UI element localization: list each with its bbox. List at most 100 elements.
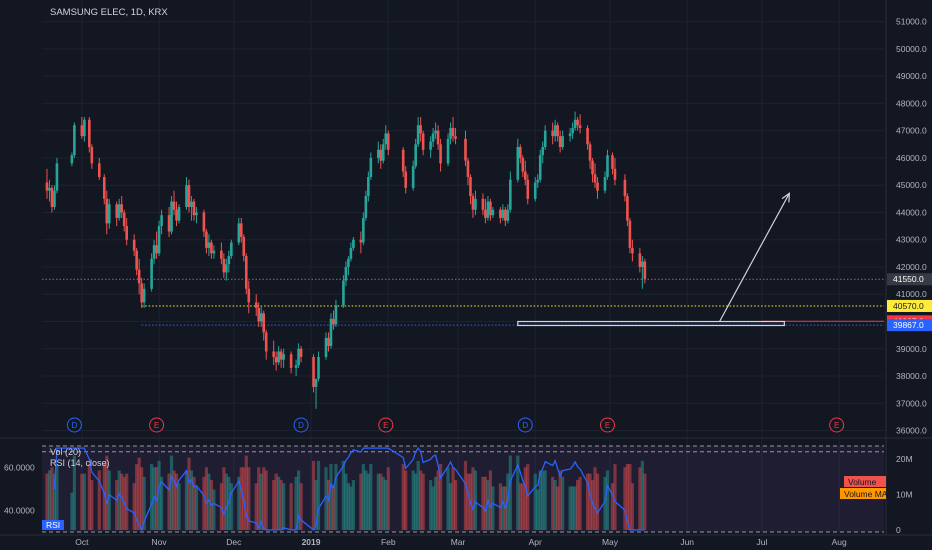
candle-body (55, 163, 59, 191)
candle-body (359, 239, 363, 243)
candle (486, 196, 490, 221)
candle (53, 185, 56, 210)
volume-bar (404, 470, 408, 530)
volume-bar (70, 492, 74, 530)
rsi-badge: RSI (42, 520, 64, 530)
volume-bar (167, 473, 171, 530)
event-circle (829, 417, 845, 433)
volume-bar (466, 473, 470, 530)
volume-bar (262, 467, 266, 530)
volume-bar (538, 470, 542, 530)
candle (257, 302, 261, 327)
volume-bar (401, 464, 405, 530)
candle-body (160, 215, 163, 227)
candle-body (102, 177, 106, 199)
time-tick-label: Mar (451, 537, 466, 547)
volume-bar (142, 476, 146, 530)
price-tick-label: 47000.0 (896, 126, 927, 136)
volume-bar (324, 467, 328, 530)
candle (264, 329, 268, 360)
volume-bar (329, 464, 333, 530)
time-tick-label: Feb (381, 537, 396, 547)
candle-body (489, 201, 492, 216)
candle-body (439, 144, 442, 164)
event-circle (517, 417, 533, 433)
volume-bar (453, 480, 458, 530)
candle (45, 168, 49, 199)
candle-body (556, 125, 559, 137)
volume-bar (349, 486, 353, 530)
candle (115, 201, 119, 227)
candle-body (132, 239, 136, 251)
volume-bar (274, 473, 278, 530)
volume-bar (416, 460, 420, 530)
volume-bar (541, 470, 545, 530)
volume-bar (421, 473, 425, 530)
candle (404, 166, 408, 194)
time-tick-label: 2019 (302, 537, 321, 547)
candle-body (384, 133, 388, 145)
candle (167, 207, 171, 237)
volume-bar (45, 473, 49, 530)
volume-bar (613, 464, 617, 530)
volume-bar (571, 486, 575, 530)
volume-bar (414, 473, 418, 530)
drawings (517, 192, 790, 327)
candle (244, 253, 248, 295)
volume-bar (331, 486, 336, 530)
volume-bar (386, 467, 390, 530)
candle (414, 138, 417, 169)
candle-body (538, 155, 542, 180)
candle-body (454, 136, 457, 139)
candle-body (429, 141, 432, 150)
event-letter: E (383, 421, 388, 430)
candle (518, 144, 522, 164)
price-tick-label: 37000.0 (896, 398, 927, 408)
volume-bar (229, 483, 233, 530)
candle (120, 196, 124, 218)
volume-bar (189, 470, 194, 530)
candle (466, 157, 470, 186)
candle (205, 228, 208, 254)
candle-body (122, 212, 126, 227)
rsi-line (53, 447, 645, 532)
candle-body (516, 147, 520, 180)
volume-bar (194, 486, 199, 530)
candle-body (50, 187, 54, 208)
volume-bar (585, 473, 590, 530)
volume-bar (72, 455, 76, 530)
candle-body (401, 149, 405, 172)
volume-bar (299, 483, 303, 530)
candle-body (638, 253, 642, 267)
candle (469, 174, 472, 205)
time-tick-label: Jun (680, 537, 694, 547)
target-arrow-line (719, 193, 790, 322)
candle-body (342, 280, 345, 306)
volume-bar (80, 473, 84, 530)
candle-body (190, 201, 193, 208)
rsi-tick-label: 40.0000 (4, 506, 35, 516)
candle-body (434, 130, 437, 134)
volume-bar (523, 467, 527, 530)
candle (588, 141, 592, 169)
volume-bar (483, 476, 488, 530)
candle (481, 193, 485, 216)
volume-bar (272, 480, 276, 530)
candle (556, 122, 559, 142)
rsi-band-area (42, 446, 884, 532)
candle-body (561, 136, 564, 148)
candle (369, 152, 373, 180)
volume-bar (506, 473, 510, 530)
earnings-marker: E (829, 417, 845, 433)
volume-bar (561, 476, 565, 530)
price-tick-label: 51000.0 (896, 17, 927, 27)
volume-bar (463, 460, 468, 530)
volume-bar (177, 483, 181, 530)
candle (431, 127, 435, 148)
candle (436, 125, 440, 150)
candle-body (195, 212, 198, 216)
candle-body (222, 258, 226, 273)
candle (551, 122, 554, 145)
candle (491, 207, 495, 218)
